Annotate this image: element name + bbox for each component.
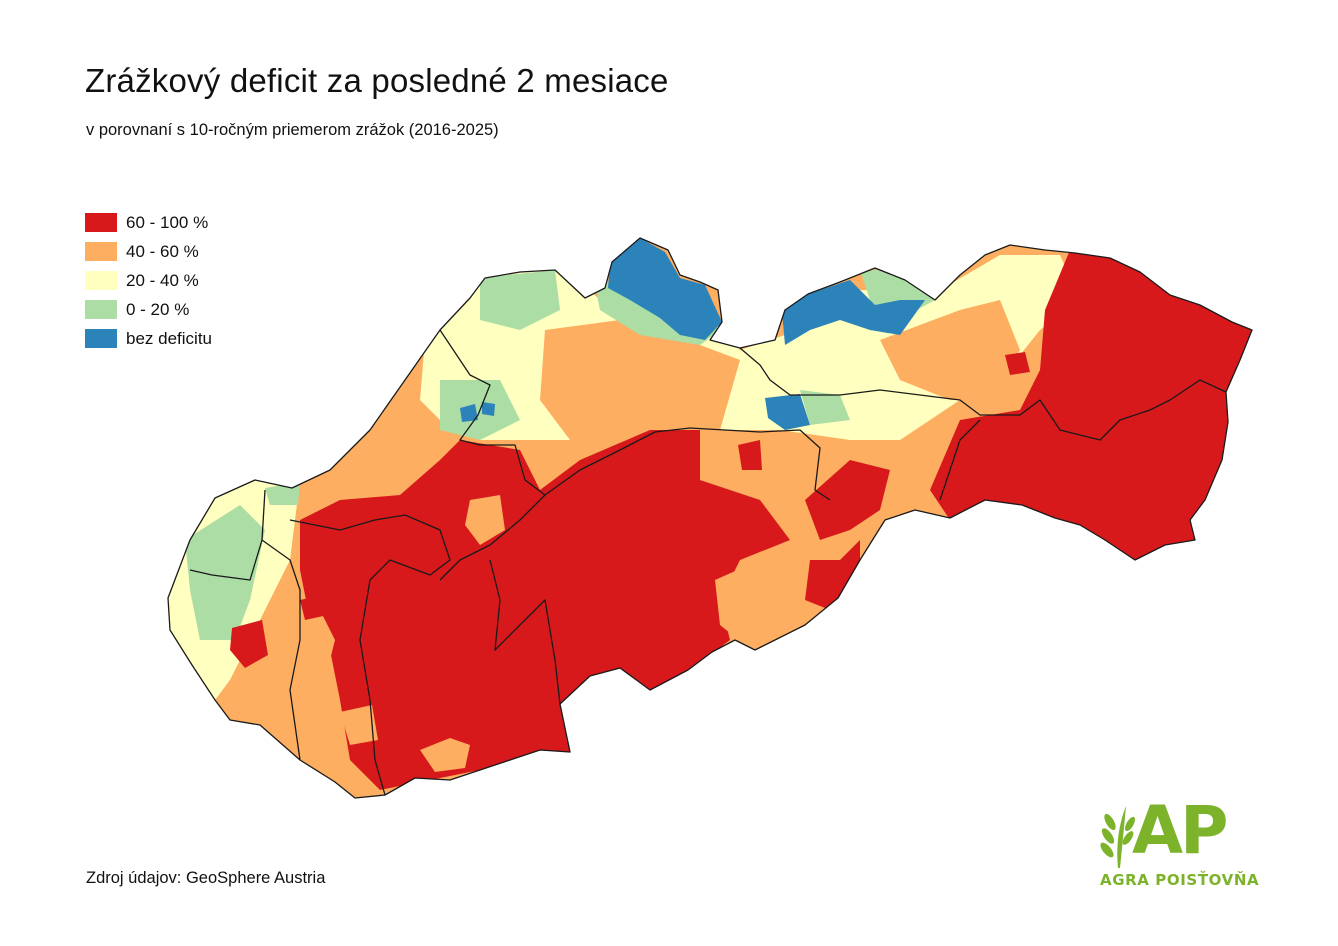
region-no-deficit (482, 402, 495, 416)
region-border (739, 347, 1227, 441)
legend-swatch (85, 271, 117, 290)
map-subtitle: v porovnaní s 10-ročným priemerom zrážok… (86, 121, 499, 139)
legend-label: bez deficitu (126, 328, 212, 348)
legend-item-0-20: 0 - 20 % (85, 295, 212, 324)
region-border (289, 514, 451, 796)
region-no-deficit (608, 238, 722, 340)
legend-swatch (85, 300, 117, 319)
region-60-100 (805, 460, 890, 540)
legend-item-60-100: 60 - 100 % (85, 208, 212, 237)
region-40-60 (540, 320, 740, 440)
region-60-100 (230, 620, 268, 668)
region-0-20 (480, 270, 560, 330)
agra-poistovna-logo: AP AGRA POISŤOVŇA (1094, 792, 1264, 892)
map-title: Zrážkový deficit za posledné 2 mesiace (85, 62, 669, 99)
wheat-icon (1100, 806, 1136, 868)
region-borders (167, 237, 1253, 799)
region-60-100 (738, 440, 762, 470)
legend-swatch (85, 242, 117, 261)
region-40-60 (465, 495, 505, 545)
region-60-100 (300, 430, 790, 790)
region-40-60 (265, 610, 335, 740)
logo-letters: AP (1132, 792, 1228, 869)
region-border (489, 559, 561, 705)
region-40-60 (340, 705, 378, 745)
legend-item-20-40: 20 - 40 % (85, 266, 212, 295)
legend-swatch (85, 213, 117, 232)
region-60-100 (930, 250, 1252, 560)
region-border (439, 329, 546, 581)
region-40-60 (880, 300, 1020, 400)
region-60-100 (1005, 352, 1030, 375)
legend-item-40-60: 40 - 60 % (85, 237, 212, 266)
legend-item-no-deficit: bez deficitu (85, 324, 212, 353)
data-source: Zdroj údajov: GeoSphere Austria (86, 869, 326, 887)
legend-swatch (85, 329, 117, 348)
region-40-60 (715, 560, 810, 645)
region-no-deficit (782, 280, 925, 345)
slovakia-deficit-map (167, 237, 1253, 799)
legend-label: 20 - 40 % (126, 270, 199, 290)
region-border (261, 539, 301, 761)
region-no-deficit (460, 404, 478, 422)
region-0-20 (185, 505, 265, 640)
region-40-60 (420, 738, 470, 772)
logo-company-name: AGRA POISŤOVŇA (1100, 871, 1260, 889)
region-border (189, 489, 266, 581)
legend-label: 60 - 100 % (126, 212, 209, 232)
region-border (544, 427, 831, 501)
legend-label: 40 - 60 % (126, 241, 199, 261)
deficit-regions (168, 238, 1252, 798)
region-0-20 (800, 390, 850, 425)
region-border (939, 419, 981, 501)
legend: 60 - 100 % 40 - 60 % 20 - 40 % 0 - 20 % … (85, 208, 212, 353)
region-60-100 (300, 595, 328, 620)
region-no-deficit (765, 394, 810, 430)
legend-label: 0 - 20 % (126, 299, 190, 319)
